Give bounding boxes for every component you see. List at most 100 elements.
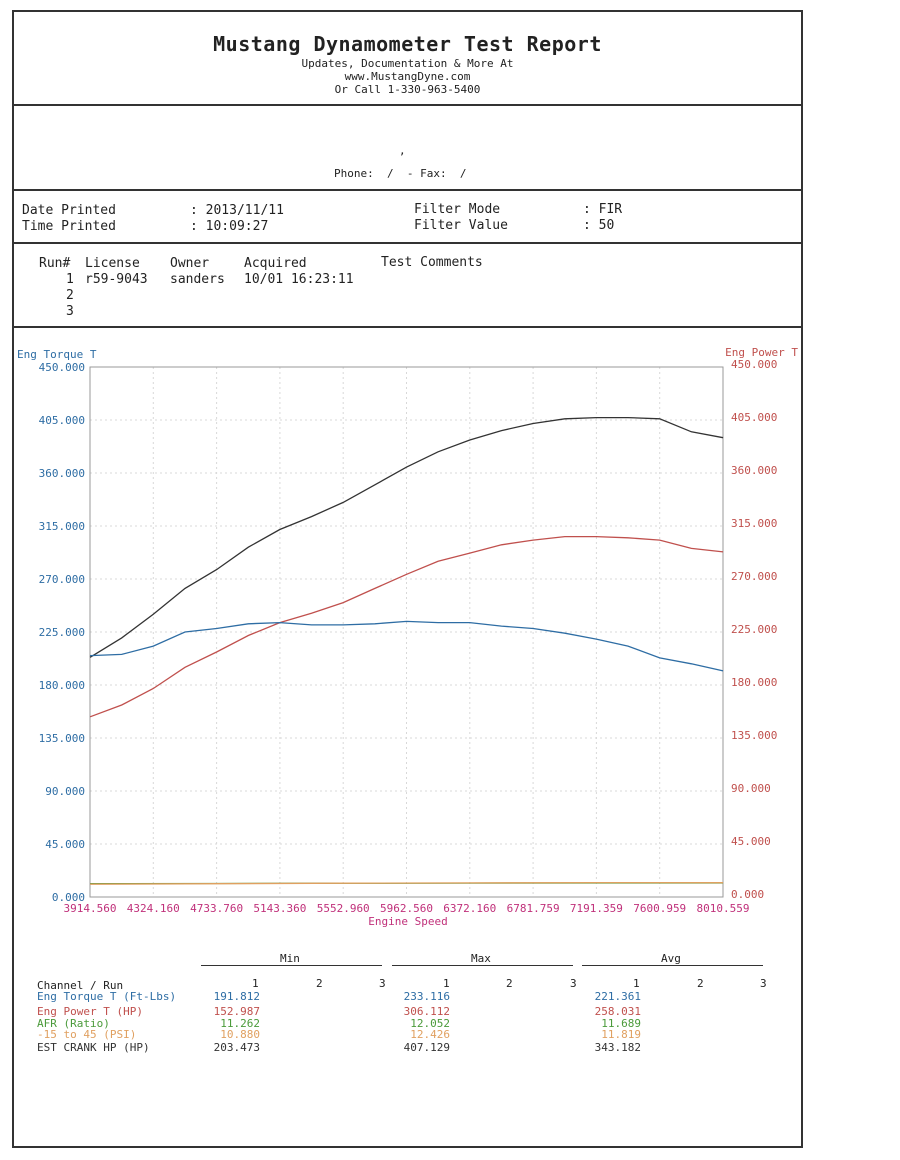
stats-run-number: 3 [760,977,767,990]
stats-max-value: 12.052 [410,1017,450,1030]
y-tick-left: 225.000 [39,626,85,639]
divider [12,104,803,106]
runs-header-owner: Owner [170,256,210,271]
y-tick-right: 135.000 [731,729,777,742]
divider [12,242,803,244]
y-tick-left: 405.000 [39,414,85,427]
runs-header-license: License [85,256,140,271]
y-tick-right: 225.000 [731,623,777,636]
stats-run-number: 3 [379,977,386,990]
run-row-1-acquired: 10/01 16:23:11 [244,272,354,287]
x-tick-label: 5143.360 [253,902,306,915]
x-tick-label: 6781.759 [507,902,560,915]
stats-channel-name: AFR (Ratio) [37,1017,110,1030]
filter-mode-value: : FIR [583,202,623,217]
stats-channel-name: Eng Torque T (Ft-Lbs) [37,990,177,1003]
run-row-3-number: 3 [66,304,74,319]
stats-run-number: 2 [316,977,323,990]
time-printed-label: Time Printed [22,219,116,234]
contact-comma: , [399,144,406,157]
run-row-1-license: r59-9043 [85,272,148,287]
stats-min-value: 11.262 [220,1017,260,1030]
header-line-1: Updates, Documentation & More At [301,57,514,70]
stats-max-value: 306.112 [403,1005,450,1018]
date-printed-label: Date Printed [22,203,116,218]
stats-avg-value: 221.361 [594,990,641,1003]
y-tick-left: 360.000 [39,467,85,480]
header-website: www.MustangDyne.com [344,70,471,83]
x-tick-label: 5552.960 [317,902,370,915]
run-row-1-owner: sanders [170,272,225,287]
y-tick-right: 450.000 [731,358,777,371]
y-tick-right: 315.000 [731,517,777,530]
stats-max-value: 407.129 [403,1041,450,1054]
stats-min-value: 152.987 [213,1005,260,1018]
filter-mode-label: Filter Mode [414,202,501,217]
x-tick-label: 6372.160 [443,902,496,915]
x-tick-label: 8010.559 [697,902,750,915]
series-line-15-to-45 [90,881,724,885]
stats-group-underline [201,965,382,966]
y-tick-right: 90.000 [731,782,771,795]
stats-min-value: 203.473 [213,1041,260,1054]
x-tick-label: 3914.560 [64,902,117,915]
divider [12,189,803,191]
run-row-2-number: 2 [66,288,74,303]
stats-min-value: 191.812 [213,990,260,1003]
stats-group-underline [392,965,573,966]
y-tick-right: 360.000 [731,464,777,477]
x-tick-label: 5962.560 [380,902,433,915]
series-line-eng-power-t [89,535,724,718]
runs-header-acquired: Acquired [244,256,307,271]
y-tick-left: 45.000 [45,838,85,851]
y-tick-right: 45.000 [731,835,771,848]
stats-avg-value: 11.689 [601,1017,641,1030]
y-tick-left: 90.000 [45,785,85,798]
x-tick-label: 7191.359 [570,902,623,915]
stats-channel-name: -15 to 45 (PSI) [37,1028,137,1041]
stats-group-underline [582,965,763,966]
filter-value-label: Filter Value [414,218,508,233]
contact-phone-fax: Phone: / - Fax: / [334,167,467,180]
y-tick-right: 270.000 [731,570,777,583]
stats-group-min: Min [280,952,300,965]
stats-run-number: 1 [633,977,640,990]
stats-min-value: 10.880 [220,1028,260,1041]
stats-run-number: 2 [697,977,704,990]
y-tick-right: 405.000 [731,411,777,424]
filter-value-value: : 50 [583,218,615,233]
run-row-1-number: 1 [66,272,74,287]
y-tick-left: 450.000 [39,361,85,374]
stats-avg-value: 11.819 [601,1028,641,1041]
x-tick-label: 4733.760 [190,902,243,915]
plot-area-frame [89,366,724,898]
runs-header-comments: Test Comments [381,255,483,270]
y-tick-right: 180.000 [731,676,777,689]
y-tick-left: 0.000 [52,891,85,904]
report-frame [12,10,803,1148]
y-tick-right: 0.000 [731,888,764,901]
stats-channel-name: EST CRANK HP (HP) [37,1041,150,1054]
report-title: Mustang Dynamometer Test Report [213,32,602,56]
y-tick-left: 135.000 [39,732,85,745]
stats-run-number: 1 [252,977,259,990]
stats-avg-value: 343.182 [594,1041,641,1054]
date-printed-value: : 2013/11/11 [190,203,284,218]
x-tick-label: 4324.160 [127,902,180,915]
header-phone: Or Call 1-330-963-5400 [334,83,481,96]
y-axis-label-left: Eng Torque T [17,348,97,361]
stats-max-value: 12.426 [410,1028,450,1041]
time-printed-value: : 10:09:27 [190,219,269,234]
series-line-est-crank-hp [89,416,724,658]
runs-header-run: Run# [39,256,71,271]
series-line-eng-torque-t [90,620,724,672]
x-tick-label: 7600.959 [633,902,686,915]
y-axis-label-right: Eng Power T [725,346,798,359]
stats-run-number: 1 [443,977,450,990]
stats-group-max: Max [471,952,491,965]
stats-max-value: 233.116 [403,990,450,1003]
dyno-chart: 0.000 0.000 45.000 45.000 90.000 90.000 135.00… [17,346,798,928]
stats-avg-value: 258.031 [594,1005,641,1018]
divider [12,326,803,328]
y-tick-left: 270.000 [39,573,85,586]
